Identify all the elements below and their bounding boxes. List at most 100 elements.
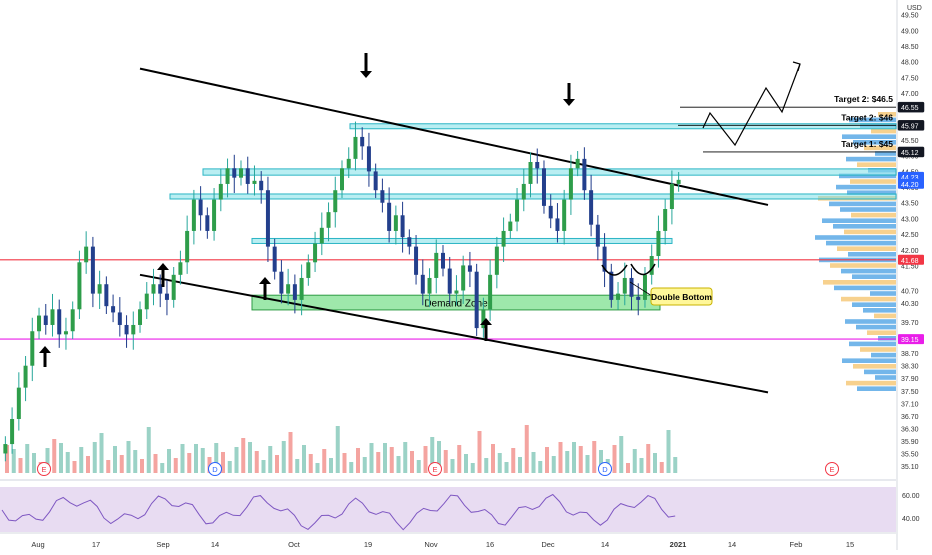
volume-profile-bar <box>850 179 896 184</box>
volume-profile-bar <box>834 285 896 291</box>
volume-bars <box>5 425 678 473</box>
candle-body <box>636 296 641 300</box>
volume-bar <box>140 459 144 473</box>
volume-bar <box>497 453 502 473</box>
event-marker: E <box>825 462 839 476</box>
volume-bar <box>133 450 138 473</box>
candle-body <box>434 252 439 278</box>
y-tick-label: 47.50 <box>901 75 919 82</box>
candle <box>84 231 89 274</box>
candle <box>185 215 190 274</box>
volume-profile-bar <box>867 330 896 335</box>
candle <box>575 151 580 177</box>
volume-bar <box>430 437 435 473</box>
x-tick-label: Oct <box>288 540 301 549</box>
candle <box>319 212 324 256</box>
volume-bar <box>72 461 77 473</box>
volume-bar <box>65 452 70 473</box>
annotation-pointer <box>629 281 653 297</box>
volume-bar <box>659 462 664 473</box>
candle <box>245 156 250 194</box>
volume-bar <box>187 453 192 473</box>
rsi-band <box>0 487 896 532</box>
price-badge-label: 44.23 <box>901 175 919 182</box>
volume-bar <box>160 463 165 473</box>
volume-bar <box>383 443 387 473</box>
rsi-tick-label: 60.00 <box>902 493 920 500</box>
volume-bar <box>194 444 198 473</box>
event-marker-circle <box>825 462 839 476</box>
candle-body <box>548 205 553 219</box>
candles <box>3 121 681 462</box>
candle-body <box>582 158 587 191</box>
volume-bar <box>342 453 347 473</box>
candle-body <box>488 274 493 310</box>
candle <box>649 244 654 285</box>
candle <box>454 275 459 306</box>
volume-profile-bar <box>874 313 896 319</box>
volume-bar <box>531 452 536 473</box>
y-tick-label: 45.50 <box>901 138 919 145</box>
volume-bar <box>423 446 428 473</box>
candle-body <box>84 246 89 263</box>
candle <box>252 165 257 196</box>
price-badge-label: 39.15 <box>901 337 919 344</box>
volume-bar <box>113 446 117 473</box>
candle <box>387 187 392 243</box>
volume-bar <box>619 436 624 473</box>
volume-profile-bar <box>875 151 896 156</box>
event-marker-label: E <box>41 465 46 474</box>
y-tick-label: 42.00 <box>901 248 919 255</box>
candle <box>481 297 486 338</box>
x-tick-label: Aug <box>31 540 44 549</box>
volume-bar <box>464 454 468 473</box>
volume-profile-bar <box>864 145 896 151</box>
event-marker: D <box>598 462 612 476</box>
candle-body <box>117 312 122 325</box>
candle-body <box>447 268 452 294</box>
volume-bar <box>315 463 320 473</box>
volume-profile-bar <box>841 296 896 302</box>
volume-bar <box>599 450 603 473</box>
up-arrow <box>39 346 51 367</box>
price-badge: 46.55 <box>897 101 925 113</box>
candle <box>50 293 55 337</box>
volume-bar <box>18 458 23 473</box>
y-tick-label: 36.70 <box>901 414 919 421</box>
volume-bar <box>200 448 205 473</box>
candle <box>353 121 358 171</box>
price-badge: 44.20 <box>898 178 924 189</box>
candle <box>326 202 331 242</box>
candle-body <box>225 168 230 184</box>
volume-bar <box>376 452 381 473</box>
volume-bar <box>79 447 84 473</box>
candle-body <box>528 162 533 184</box>
arrow-head <box>259 277 271 284</box>
volume-profile-bar <box>845 319 896 324</box>
candle <box>622 262 627 306</box>
candle-body <box>541 168 546 206</box>
volume-profile-bar <box>842 134 896 139</box>
up-arrow <box>259 277 271 300</box>
candle-body <box>380 190 385 203</box>
candle-body <box>340 168 344 191</box>
volume-bar <box>410 451 414 473</box>
candle <box>286 268 291 306</box>
volume-bar <box>572 442 576 473</box>
arrow-head <box>157 263 169 270</box>
candle-body <box>414 246 419 275</box>
volume-bar <box>666 430 671 473</box>
volume-bar <box>639 458 644 473</box>
candle <box>97 270 102 309</box>
arrow-head <box>39 346 51 353</box>
annotation-label: Double Bottom <box>651 292 712 302</box>
candle-body <box>239 168 244 178</box>
volume-profile-bar <box>837 246 896 251</box>
event-marker-circle <box>598 462 612 476</box>
volume-profile-bar <box>846 156 896 162</box>
currency-label: USD <box>907 5 922 12</box>
volume-profile-bar <box>864 369 896 375</box>
volume-bar <box>52 439 57 473</box>
y-tick-label: 35.50 <box>901 451 919 458</box>
candle-body <box>400 215 405 238</box>
